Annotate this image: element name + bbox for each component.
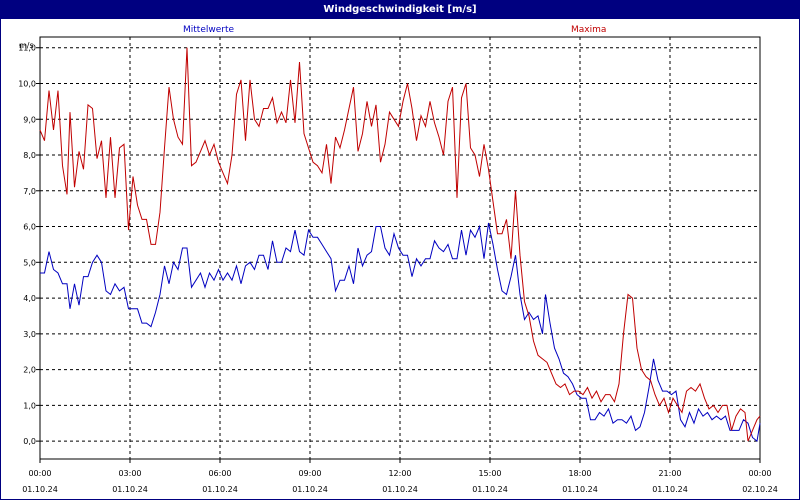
y-tick-label: 5,0 bbox=[23, 258, 36, 267]
y-tick-label: 4,0 bbox=[23, 294, 36, 303]
x-tick-time: 06:00 bbox=[208, 469, 231, 478]
legend-maxima: Maxima bbox=[571, 25, 607, 35]
x-tick-date: 01.10.24 bbox=[472, 485, 508, 494]
series-line-mittelwerte bbox=[40, 222, 761, 443]
y-tick-label: 10,0 bbox=[18, 79, 36, 88]
y-tick-label: 2,0 bbox=[23, 366, 36, 375]
legend-mittelwerte: Mittelwerte bbox=[183, 25, 235, 35]
x-tick-date: 01.10.24 bbox=[22, 485, 58, 494]
x-tick-date: 01.10.24 bbox=[202, 485, 238, 494]
y-tick-label: 11,0 bbox=[18, 44, 36, 53]
x-tick-time: 00:00 bbox=[748, 469, 771, 478]
series-line-maxima bbox=[39, 47, 761, 442]
x-tick-date: 01.10.24 bbox=[292, 485, 328, 494]
y-tick-label: 0,0 bbox=[23, 437, 36, 446]
y-tick-label: 8,0 bbox=[23, 151, 36, 160]
x-tick-time: 00:00 bbox=[28, 469, 51, 478]
y-tick-label: 1,0 bbox=[23, 401, 36, 410]
x-tick-date: 01.10.24 bbox=[112, 485, 148, 494]
x-tick-time: 09:00 bbox=[298, 469, 321, 478]
y-axis-unit: m/s bbox=[19, 41, 34, 50]
x-tick-time: 15:00 bbox=[478, 469, 501, 478]
y-tick-label: 7,0 bbox=[23, 187, 36, 196]
y-tick-label: 6,0 bbox=[23, 223, 36, 232]
x-tick-time: 21:00 bbox=[658, 469, 681, 478]
y-tick-label: 9,0 bbox=[23, 115, 36, 124]
x-tick-time: 18:00 bbox=[568, 469, 591, 478]
y-tick-label: 3,0 bbox=[23, 330, 36, 339]
x-tick-date: 01.10.24 bbox=[652, 485, 688, 494]
x-tick-date: 01.10.24 bbox=[562, 485, 598, 494]
x-tick-date: 01.10.24 bbox=[382, 485, 418, 494]
x-tick-time: 03:00 bbox=[118, 469, 141, 478]
x-tick-time: 12:00 bbox=[388, 469, 411, 478]
chart-title: Windgeschwindigkeit [m/s] bbox=[1, 1, 799, 19]
x-tick-date: 02.10.24 bbox=[742, 485, 778, 494]
